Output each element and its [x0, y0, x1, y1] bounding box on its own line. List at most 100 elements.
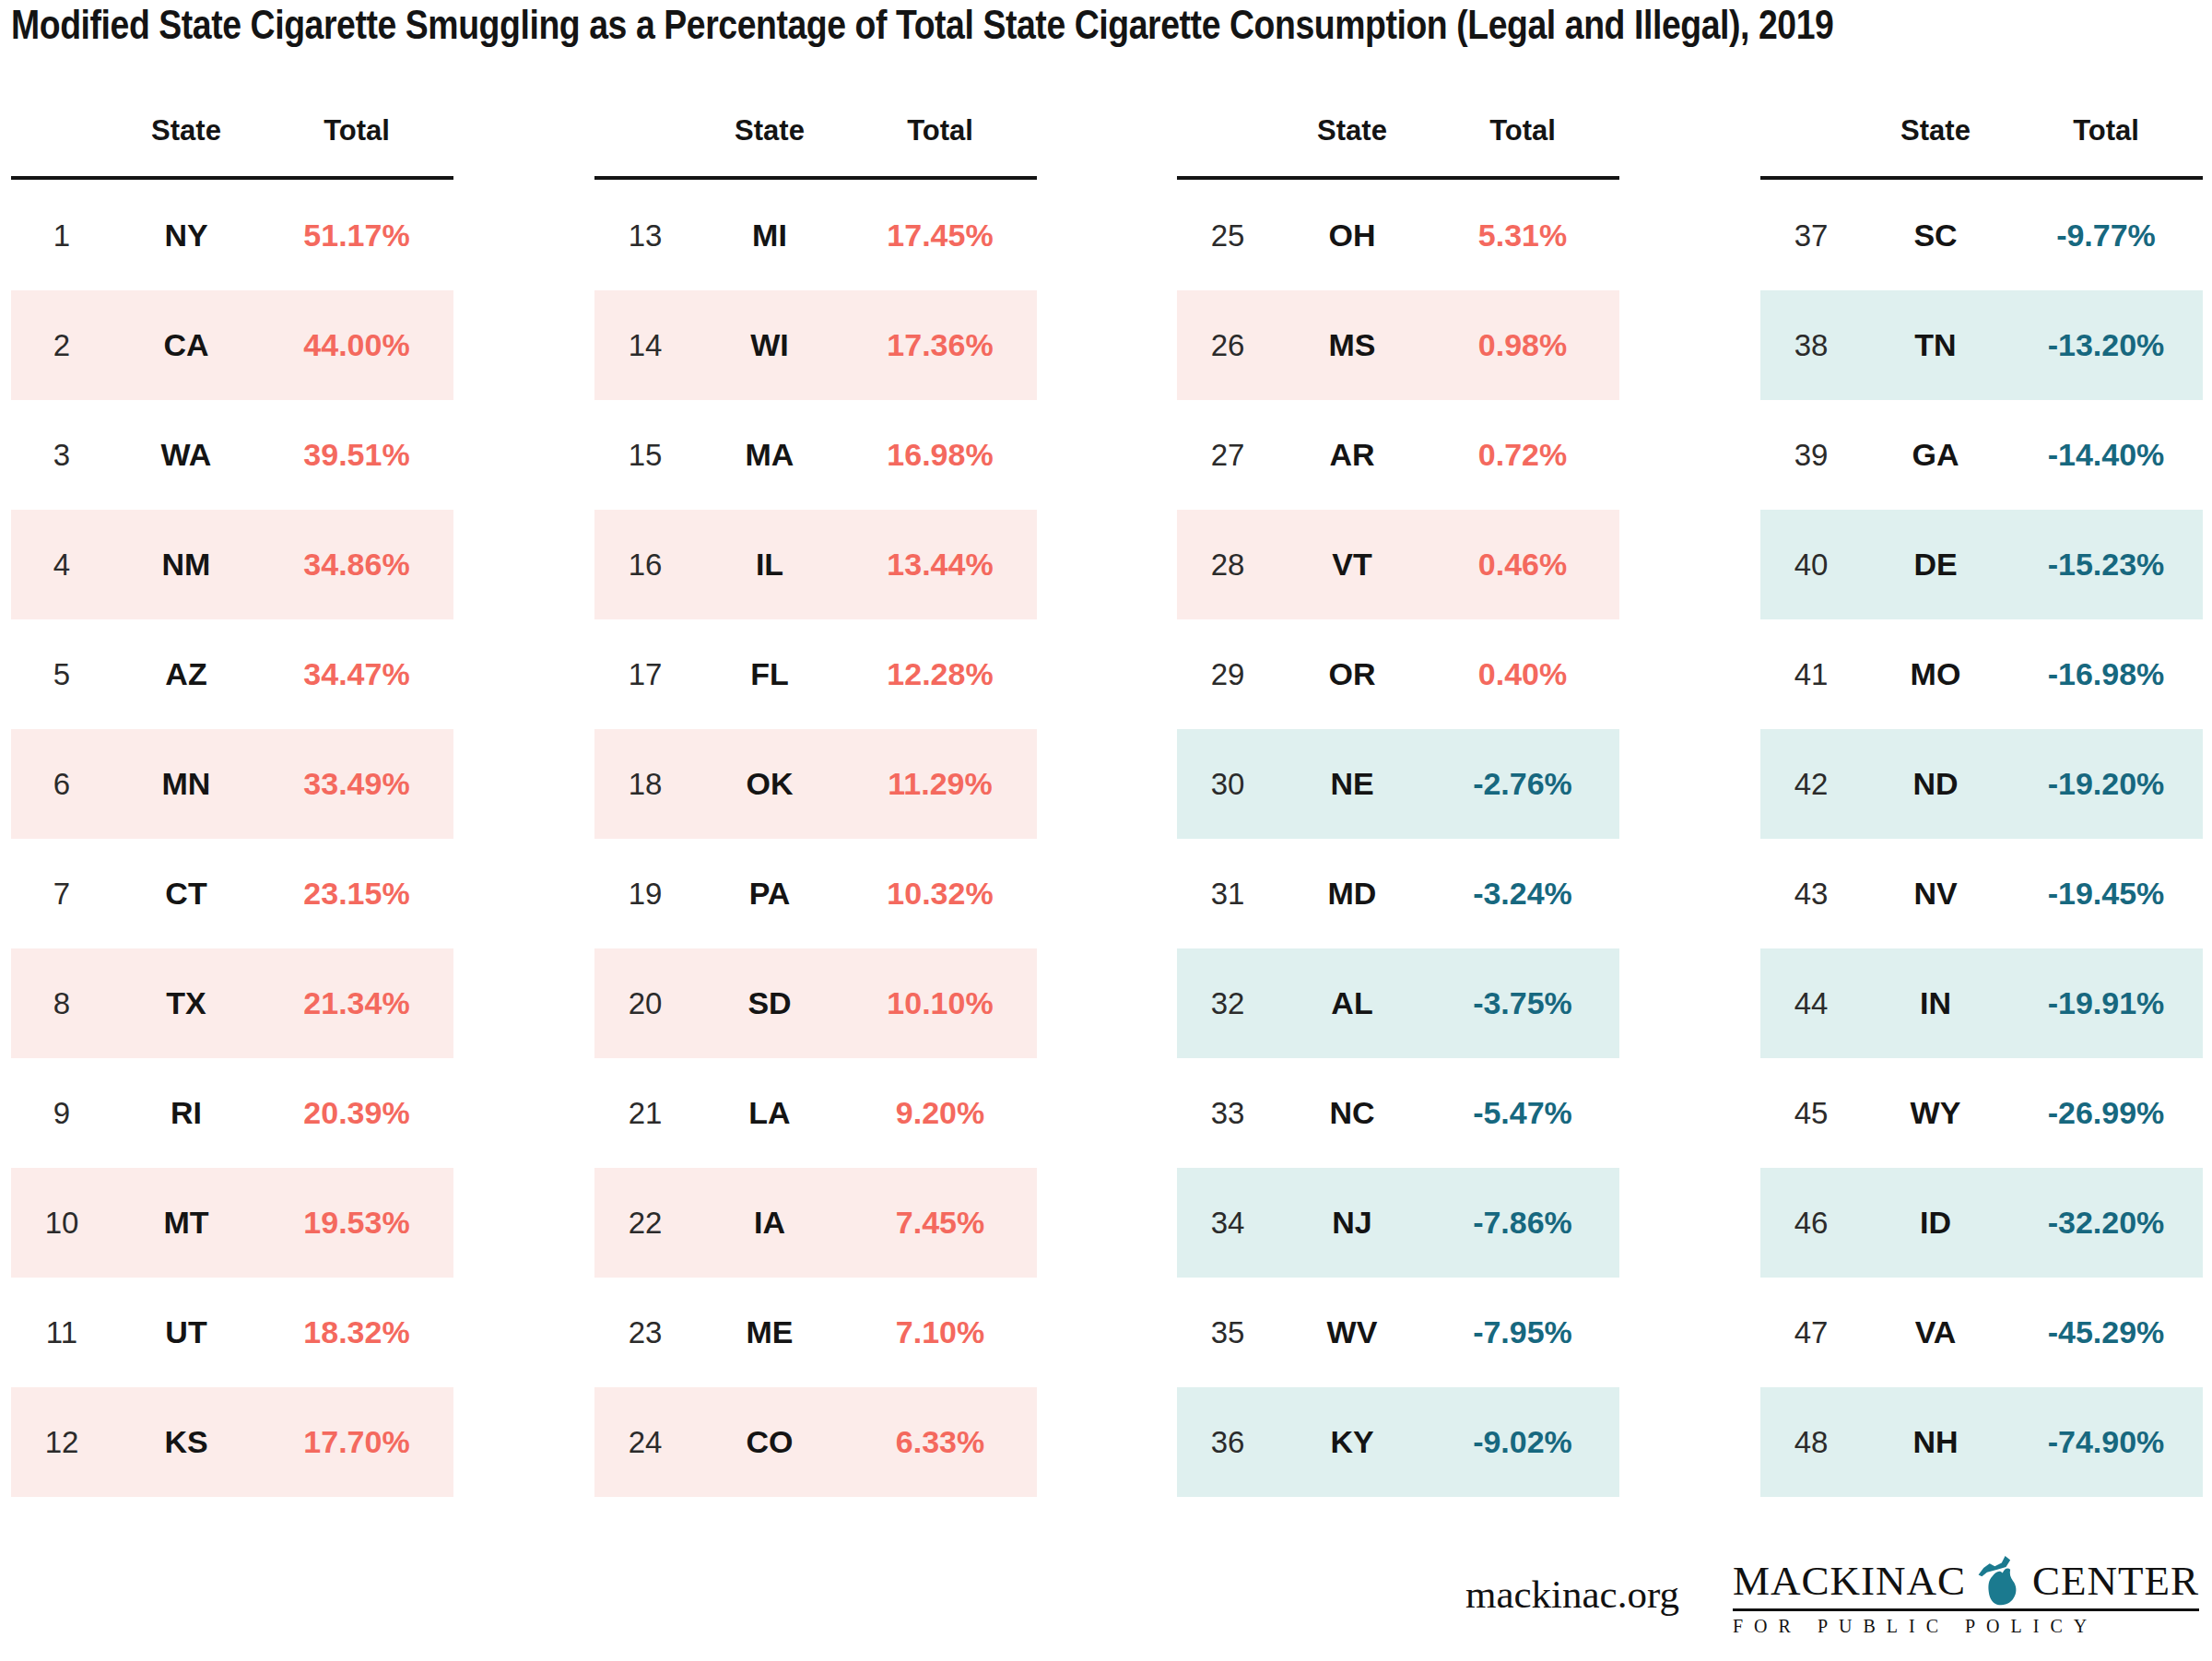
rank-cell: 41 — [1760, 657, 1862, 692]
rank-cell: 29 — [1177, 657, 1278, 692]
rank-cell: 8 — [11, 986, 112, 1021]
column-header-total: Total — [2009, 114, 2203, 147]
total-cell: 0.72% — [1426, 437, 1619, 473]
state-cell: NC — [1278, 1095, 1426, 1131]
total-cell: -19.45% — [2009, 876, 2203, 912]
rank-cell: 27 — [1177, 438, 1278, 473]
group-header: StateTotal — [1177, 109, 1619, 180]
total-cell: 21.34% — [260, 985, 453, 1021]
rank-group-2: StateTotal13MI17.45%14WI17.36%15MA16.98%… — [594, 109, 1037, 1497]
table-row: 24CO6.33% — [594, 1387, 1037, 1497]
table-row: 26MS0.98% — [1177, 290, 1619, 400]
total-cell: 17.36% — [843, 327, 1037, 363]
table-row: 14WI17.36% — [594, 290, 1037, 400]
table-row: 12KS17.70% — [11, 1387, 453, 1497]
state-cell: ME — [696, 1314, 843, 1350]
rank-cell: 40 — [1760, 548, 1862, 583]
total-cell: -9.77% — [2009, 218, 2203, 253]
state-cell: KY — [1278, 1424, 1426, 1460]
rank-cell: 22 — [594, 1206, 696, 1241]
state-cell: NM — [112, 547, 260, 583]
state-cell: OK — [696, 766, 843, 802]
logo-word-mackinac: MACKINAC — [1733, 1561, 1966, 1602]
state-cell: DE — [1862, 547, 2009, 583]
total-cell: -19.91% — [2009, 985, 2203, 1021]
logo-tagline: FOR PUBLIC POLICY — [1733, 1616, 2199, 1637]
state-cell: NH — [1862, 1424, 2009, 1460]
table-row: 19PA10.32% — [594, 839, 1037, 948]
table-row: 4NM34.86% — [11, 510, 453, 619]
rank-cell: 11 — [11, 1315, 112, 1350]
total-cell: -3.75% — [1426, 985, 1619, 1021]
group-rows: 37SC-9.77%38TN-13.20%39GA-14.40%40DE-15.… — [1760, 181, 2203, 1497]
rank-cell: 21 — [594, 1096, 696, 1131]
table-row: 42ND-19.20% — [1760, 729, 2203, 839]
total-cell: 19.53% — [260, 1205, 453, 1241]
total-cell: 7.45% — [843, 1205, 1037, 1241]
total-cell: -9.02% — [1426, 1424, 1619, 1460]
state-cell: WA — [112, 437, 260, 473]
website-url: mackinac.org — [1465, 1572, 1679, 1617]
table-row: 11UT18.32% — [11, 1278, 453, 1387]
state-cell: SC — [1862, 218, 2009, 253]
table-row: 2CA44.00% — [11, 290, 453, 400]
total-cell: 39.51% — [260, 437, 453, 473]
state-cell: MN — [112, 766, 260, 802]
total-cell: 10.10% — [843, 985, 1037, 1021]
table-row: 43NV-19.45% — [1760, 839, 2203, 948]
total-cell: 5.31% — [1426, 218, 1619, 253]
rank-cell: 1 — [11, 218, 112, 253]
column-header-total: Total — [1426, 114, 1619, 147]
table-row: 30NE-2.76% — [1177, 729, 1619, 839]
state-cell: WY — [1862, 1095, 2009, 1131]
rank-cell: 12 — [11, 1425, 112, 1460]
total-cell: 17.70% — [260, 1424, 453, 1460]
rank-cell: 2 — [11, 328, 112, 363]
state-cell: MI — [696, 218, 843, 253]
state-cell: CA — [112, 327, 260, 363]
table-row: 28VT0.46% — [1177, 510, 1619, 619]
state-cell: SD — [696, 985, 843, 1021]
state-cell: TX — [112, 985, 260, 1021]
table-row: 33NC-5.47% — [1177, 1058, 1619, 1168]
table-row: 17FL12.28% — [594, 619, 1037, 729]
column-header-total: Total — [260, 114, 453, 147]
rank-cell: 31 — [1177, 877, 1278, 912]
logo-wordmark: MACKINAC CENTER — [1733, 1550, 2199, 1602]
table-row: 3WA39.51% — [11, 400, 453, 510]
state-cell: AL — [1278, 985, 1426, 1021]
state-cell: MA — [696, 437, 843, 473]
total-cell: -13.20% — [2009, 327, 2203, 363]
group-header: StateTotal — [594, 109, 1037, 180]
table-row: 44IN-19.91% — [1760, 948, 2203, 1058]
state-cell: WI — [696, 327, 843, 363]
table-row: 15MA16.98% — [594, 400, 1037, 510]
group-header: StateTotal — [11, 109, 453, 180]
table-row: 22IA7.45% — [594, 1168, 1037, 1278]
rank-cell: 19 — [594, 877, 696, 912]
infographic-page: Modified State Cigarette Smuggling as a … — [0, 0, 2212, 1661]
table-row: 20SD10.10% — [594, 948, 1037, 1058]
total-cell: 7.10% — [843, 1314, 1037, 1350]
rank-cell: 45 — [1760, 1096, 1862, 1131]
total-cell: 16.98% — [843, 437, 1037, 473]
total-cell: 10.32% — [843, 876, 1037, 912]
state-cell: ND — [1862, 766, 2009, 802]
rank-cell: 24 — [594, 1425, 696, 1460]
state-cell: AR — [1278, 437, 1426, 473]
state-cell: TN — [1862, 327, 2009, 363]
total-cell: 13.44% — [843, 547, 1037, 583]
total-cell: -14.40% — [2009, 437, 2203, 473]
total-cell: 17.45% — [843, 218, 1037, 253]
total-cell: -45.29% — [2009, 1314, 2203, 1350]
rank-cell: 20 — [594, 986, 696, 1021]
total-cell: 9.20% — [843, 1095, 1037, 1131]
rank-cell: 4 — [11, 548, 112, 583]
total-cell: 20.39% — [260, 1095, 453, 1131]
state-cell: WV — [1278, 1314, 1426, 1350]
rank-cell: 7 — [11, 877, 112, 912]
table-row: 7CT23.15% — [11, 839, 453, 948]
rank-cell: 15 — [594, 438, 696, 473]
total-cell: 34.86% — [260, 547, 453, 583]
total-cell: -3.24% — [1426, 876, 1619, 912]
